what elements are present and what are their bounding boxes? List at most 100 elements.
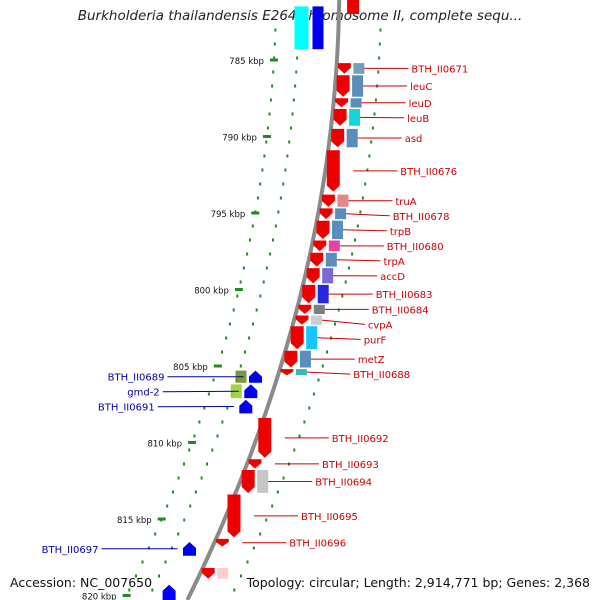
gene-arrow[interactable] <box>248 459 262 469</box>
gene-label[interactable]: BTH_II0695 <box>301 512 358 523</box>
ring-dot <box>248 336 251 340</box>
gene-label[interactable]: trpA <box>384 257 405 268</box>
ring-dot <box>273 56 276 60</box>
gene-label[interactable]: leuD <box>409 99 432 110</box>
gene-arrow[interactable] <box>241 470 255 493</box>
gene-arrow[interactable] <box>201 568 215 579</box>
ring-dot <box>232 308 235 312</box>
gene-arrow[interactable] <box>239 399 253 414</box>
cog-block <box>317 284 329 304</box>
gene-arrow[interactable] <box>302 284 316 304</box>
gene-arrow[interactable] <box>280 369 294 376</box>
ring-dot <box>211 448 214 452</box>
gene-arrow[interactable] <box>335 98 349 108</box>
gene-label[interactable]: BTH_II0693 <box>322 460 379 471</box>
gene-arrow[interactable] <box>290 326 304 350</box>
ring-dot <box>326 350 328 354</box>
gene-label[interactable]: BTH_II0691 <box>98 403 155 414</box>
ring-dot <box>286 154 289 158</box>
gene-label[interactable]: BTH_II0676 <box>400 167 457 178</box>
gene-label[interactable]: gmd-2 <box>127 388 159 399</box>
ring-dot <box>177 476 180 480</box>
gene-label[interactable]: BTH_II0678 <box>393 212 450 223</box>
gene-arrow[interactable] <box>321 194 335 207</box>
gene-label[interactable]: leuB <box>407 114 429 125</box>
gene-arrow[interactable] <box>316 220 330 239</box>
gene-arrow[interactable] <box>310 252 324 267</box>
gene-arrow[interactable] <box>319 208 333 220</box>
cog-block <box>313 304 325 314</box>
ring-dot <box>361 196 364 200</box>
gene-label[interactable]: BTH_II0697 <box>42 545 99 556</box>
gene-label[interactable]: BTH_II0688 <box>353 370 410 381</box>
cog-block <box>306 326 318 350</box>
gene-label[interactable]: BTH_II0689 <box>108 373 165 384</box>
gene-arrow[interactable] <box>337 63 351 74</box>
cog-block <box>322 268 334 284</box>
gene-label[interactable]: BTH_II0692 <box>332 434 389 445</box>
ruler-tick <box>269 58 278 62</box>
ruler-label: 785 kbp <box>229 57 264 67</box>
ruler-tick <box>188 441 197 444</box>
gene-label[interactable]: BTH_II0684 <box>372 305 429 316</box>
gene-label[interactable]: BTH_II0696 <box>289 539 346 550</box>
backbone <box>185 0 342 600</box>
ring-dot <box>292 98 295 102</box>
ring-dot <box>154 532 157 536</box>
gene-arrow[interactable] <box>162 584 176 600</box>
gene-arrow[interactable] <box>306 268 320 284</box>
ring-dot <box>229 322 231 326</box>
ring-dot <box>373 112 376 116</box>
gene-label[interactable]: BTH_II0671 <box>411 64 468 75</box>
gene-arrow[interactable] <box>215 538 229 547</box>
gene-label[interactable]: BTH_II0680 <box>387 242 444 253</box>
ring-dot <box>216 434 219 438</box>
gene-arrow[interactable] <box>284 350 298 368</box>
ring-dot <box>354 238 356 242</box>
gene-arrow[interactable] <box>183 542 196 556</box>
gene-arrow[interactable] <box>331 128 345 148</box>
gene-arrow[interactable] <box>326 150 340 192</box>
gene-arrow[interactable] <box>227 494 241 538</box>
gene-label[interactable]: accD <box>380 272 405 283</box>
gene-arrow[interactable] <box>333 109 347 126</box>
gene-label[interactable]: truA <box>395 197 416 208</box>
ring-dot <box>246 252 249 256</box>
gene-label[interactable]: leuC <box>410 82 432 93</box>
ring-dot <box>272 70 275 74</box>
gene-arrow[interactable] <box>258 418 272 458</box>
gene-arrow[interactable] <box>336 75 350 97</box>
gene-arrow[interactable] <box>347 0 360 15</box>
gene-label[interactable]: purF <box>364 335 387 346</box>
gene-label[interactable]: BTH_II0683 <box>376 290 433 301</box>
ring-dot <box>312 392 315 396</box>
cog-block <box>328 240 340 252</box>
ring-dot <box>370 140 373 144</box>
ring-dot <box>225 336 228 340</box>
gene-arrow[interactable] <box>295 315 309 325</box>
gene-label[interactable]: metZ <box>358 355 385 366</box>
ring-dot <box>128 588 131 592</box>
ruler-label: 820 kbp <box>82 593 117 600</box>
gene-arrow[interactable] <box>244 384 258 399</box>
gene-arrow[interactable] <box>298 304 312 314</box>
ring-dot <box>141 560 144 564</box>
label-leader <box>306 371 351 375</box>
gene-label[interactable]: trpB <box>390 227 411 238</box>
ring-dot <box>269 252 272 256</box>
gene-label[interactable]: asd <box>405 134 423 145</box>
accession-label: Accession: NC_007650 <box>10 575 153 590</box>
gene-label[interactable]: BTH_II0694 <box>315 478 372 489</box>
ring-dot <box>288 140 291 144</box>
gene-arrow[interactable] <box>312 6 324 50</box>
ring-dot <box>294 84 297 88</box>
ring-dot <box>344 280 347 284</box>
ring-dot <box>261 168 264 172</box>
gene-arrow[interactable] <box>249 370 262 383</box>
backbone-line <box>185 0 342 600</box>
gene-label[interactable]: cvpA <box>368 320 393 331</box>
cog-block <box>299 350 311 368</box>
gene-arrow[interactable] <box>313 240 327 252</box>
ring-dot <box>334 322 336 326</box>
